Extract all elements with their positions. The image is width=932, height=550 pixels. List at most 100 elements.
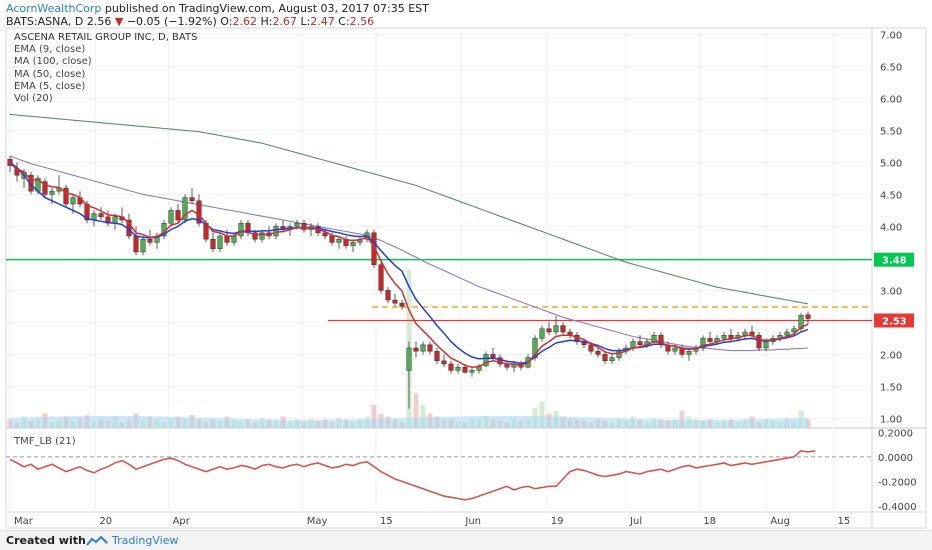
candle-body: [140, 238, 146, 253]
time-tick-label: Apr: [173, 516, 191, 527]
time-tick-label: Aug: [770, 516, 790, 527]
legend-ma100[interactable]: MA (100, close): [14, 56, 92, 68]
candle-body: [805, 314, 811, 319]
candle-body: [329, 235, 335, 243]
ma100-line: [9, 113, 809, 305]
tmf-tick-label: 0.2000: [878, 428, 913, 439]
low-label: L:: [300, 15, 311, 28]
legend-volume[interactable]: Vol (20): [14, 93, 53, 105]
candle-body: [721, 334, 727, 339]
time-tick-label: May: [307, 516, 328, 527]
footer-bar: Created with TradingView: [0, 530, 932, 550]
price-chart[interactable]: 7.006.506.005.505.004.504.003.503.002.50…: [0, 0, 932, 530]
legend-ma50[interactable]: MA (50, close): [14, 68, 86, 80]
author-link[interactable]: AcornWealthCorp: [6, 2, 102, 15]
candle-body: [98, 213, 104, 218]
volume-bar: [539, 402, 545, 428]
legend-ema9[interactable]: EMA (9, close): [14, 44, 86, 56]
price-tick-label: 6.00: [880, 94, 902, 105]
time-tick-label: Mar: [14, 516, 34, 527]
price-tick-label: 4.50: [880, 190, 902, 201]
price-tick-label: 1.00: [880, 414, 902, 425]
candle-body: [70, 197, 76, 205]
price-tick-label: 3.00: [880, 286, 902, 297]
candle-body: [217, 235, 223, 250]
candle-body: [700, 338, 706, 349]
candle-body: [469, 370, 475, 373]
candle-body: [385, 290, 391, 301]
resistance-price-tag-bg: [874, 313, 914, 328]
high-value: 2.67: [272, 15, 297, 28]
candle-body: [49, 190, 55, 195]
candle-body: [147, 238, 153, 243]
candle-body: [399, 302, 405, 307]
volume-bar: [420, 404, 426, 428]
price-tick-label: 4.00: [880, 222, 902, 233]
support-price-tag: 3.48: [882, 256, 907, 267]
candle-body: [588, 344, 594, 352]
candle-body: [420, 344, 426, 352]
candle-body: [651, 334, 657, 342]
candle-body: [371, 232, 377, 266]
volume-bar: [679, 410, 685, 428]
candle-body: [427, 344, 433, 352]
candle-body: [84, 203, 90, 221]
candle-body: [728, 334, 734, 339]
candle-body: [231, 235, 237, 243]
candle-body: [791, 328, 797, 333]
candle-body: [28, 174, 34, 192]
low-value: 2.47: [310, 15, 335, 28]
candle-body: [546, 328, 552, 333]
candle-body: [196, 200, 202, 224]
high-label: H:: [260, 15, 273, 28]
last-price: 2.56: [86, 15, 112, 28]
tmf-legend[interactable]: TMF_LB (21): [14, 436, 76, 447]
candle-body: [168, 210, 174, 224]
candle-body: [301, 222, 307, 230]
down-arrow-icon: ▼: [114, 15, 124, 28]
legend-ema5[interactable]: EMA (5, close): [14, 80, 86, 92]
candle-body: [483, 354, 489, 367]
candle-body: [637, 341, 643, 346]
price-tick-label: 2.00: [880, 350, 902, 361]
time-tick-label: 15: [838, 516, 851, 527]
volume-ma-area: [10, 415, 808, 428]
price-tick-label: 5.50: [880, 126, 902, 137]
volume-bar: [413, 393, 419, 428]
candle-body: [224, 235, 230, 243]
candle-body: [336, 238, 342, 243]
price-change: −0.05 (−1.92%): [126, 15, 217, 28]
candle-body: [322, 232, 328, 237]
candle-body: [133, 235, 139, 253]
volume-bar: [371, 404, 377, 428]
open-label: O:: [220, 15, 233, 28]
candle-body: [252, 232, 258, 240]
candle-body: [707, 338, 713, 342]
candle-body: [441, 360, 447, 365]
candle-body: [182, 197, 188, 221]
candle-body: [189, 197, 195, 202]
candle-body: [448, 363, 454, 371]
candle-body: [434, 350, 440, 362]
time-tick-label: Jun: [464, 516, 481, 527]
candle-body: [175, 210, 181, 221]
tmf-tick-label: -0.2000: [878, 477, 917, 488]
close-label: C:: [338, 15, 350, 28]
tmf-line: [9, 449, 816, 501]
candle-body: [763, 341, 769, 349]
resistance-price-tag: 2.53: [882, 316, 907, 327]
legend-title: ASCENA RETAIL GROUP INC, D, BATS: [14, 32, 198, 43]
candle-body: [490, 354, 496, 358]
candle-body: [798, 315, 804, 330]
candle-body: [686, 350, 692, 355]
ma50-line: [9, 155, 809, 352]
price-tick-label: 5.00: [880, 158, 902, 169]
time-tick-label: 18: [703, 516, 716, 527]
support-price-tag-bg: [874, 252, 914, 267]
price-tick-label: 6.50: [880, 62, 902, 73]
open-value: 2.62: [232, 15, 257, 28]
time-tick-label: Jul: [629, 516, 642, 527]
candle-body: [273, 226, 279, 237]
symbol-label: BATS:ASNA, D: [6, 15, 84, 28]
tradingview-brand[interactable]: TradingView: [112, 534, 179, 547]
